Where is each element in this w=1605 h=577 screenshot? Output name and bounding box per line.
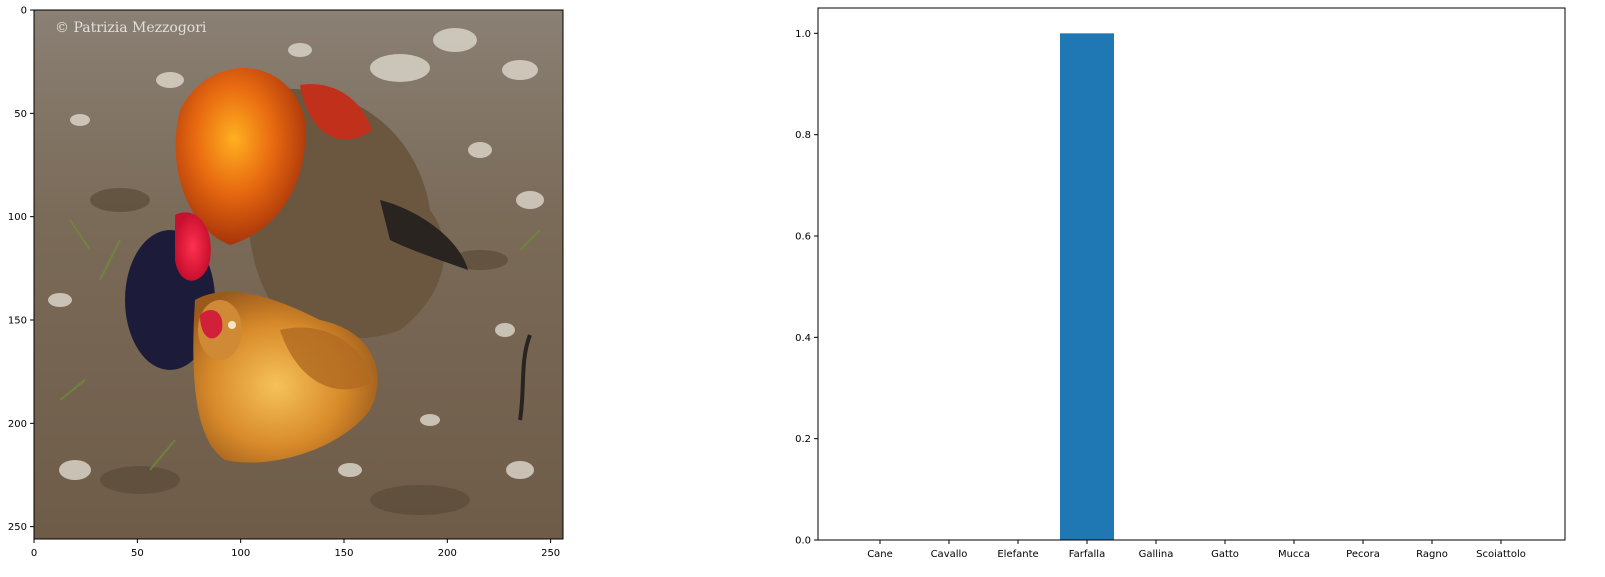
chart-frame <box>817 7 1566 541</box>
chart-y-tick-label: 0.2 <box>795 434 811 445</box>
chart-y-tick-label: 0.4 <box>795 333 811 344</box>
bar-group <box>1060 33 1114 540</box>
image-y-tick-label: 150 <box>8 315 27 326</box>
image-x-tick-label: 250 <box>541 548 560 559</box>
image-y-tick-label: 50 <box>14 109 27 120</box>
image-y-tick-label: 0 <box>21 6 27 17</box>
chart-x-tick-label: Ragno <box>1416 549 1448 560</box>
chart-x-tick-label: Scoiattolo <box>1476 549 1526 560</box>
chart-x-tick-label: Pecora <box>1346 549 1380 560</box>
chart-y-tick-label: 1.0 <box>795 29 811 40</box>
image-y-tick-label: 250 <box>8 522 27 533</box>
image-x-tick-label: 100 <box>231 548 250 559</box>
image-panel: © Patrizia Mezzogori 0 50 100 150 200 250 0 50… <box>8 6 564 559</box>
image-y-tick-label: 100 <box>8 212 27 223</box>
chart-y-tick-label: 0.0 <box>795 536 811 547</box>
chart-y-tick-label: 0.6 <box>795 232 811 243</box>
chart-x-tick-label: Gatto <box>1211 549 1239 560</box>
bar-farfalla <box>1060 33 1114 540</box>
chart-x-tick-label: Cavallo <box>931 549 968 560</box>
chart-y-tick-label: 0.8 <box>795 130 811 141</box>
chart-x-tick-label: Gallina <box>1139 549 1174 560</box>
chart-x-axis: Cane Cavallo Elefante Farfalla Gallina Gatto M… <box>867 540 1526 560</box>
photo-rooster-and-hen: © Patrizia Mezzogori <box>34 10 563 539</box>
image-x-tick-label: 0 <box>31 548 37 559</box>
chart-x-tick-label: Cane <box>867 549 893 560</box>
chart-y-axis: 0.0 0.2 0.4 0.6 0.8 1.0 <box>795 29 818 547</box>
image-frame <box>33 9 564 540</box>
image-y-tick-label: 200 <box>8 419 27 430</box>
image-x-tick-label: 150 <box>334 548 353 559</box>
image-x-tick-label: 50 <box>131 548 144 559</box>
bar-chart: Cane Cavallo Elefante Farfalla Gallina Gatto M… <box>795 7 1566 560</box>
image-y-axis: 0 50 100 150 200 250 <box>8 6 34 533</box>
image-x-axis: 0 50 100 150 200 250 <box>31 539 560 559</box>
chart-x-tick-label: Mucca <box>1278 549 1310 560</box>
chart-x-tick-label: Farfalla <box>1069 549 1105 560</box>
chart-x-tick-label: Elefante <box>997 549 1038 560</box>
image-x-tick-label: 200 <box>438 548 457 559</box>
watermark-text: © Patrizia Mezzogori <box>55 20 207 36</box>
